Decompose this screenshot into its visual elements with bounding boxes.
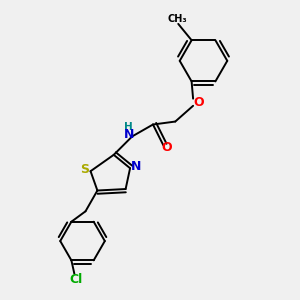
Text: CH₃: CH₃ <box>168 14 188 23</box>
Text: H: H <box>124 122 133 133</box>
Text: N: N <box>131 160 141 173</box>
Text: O: O <box>193 96 204 109</box>
Text: N: N <box>123 128 134 141</box>
Text: Cl: Cl <box>69 273 82 286</box>
Text: S: S <box>80 163 89 176</box>
Text: O: O <box>161 141 172 154</box>
